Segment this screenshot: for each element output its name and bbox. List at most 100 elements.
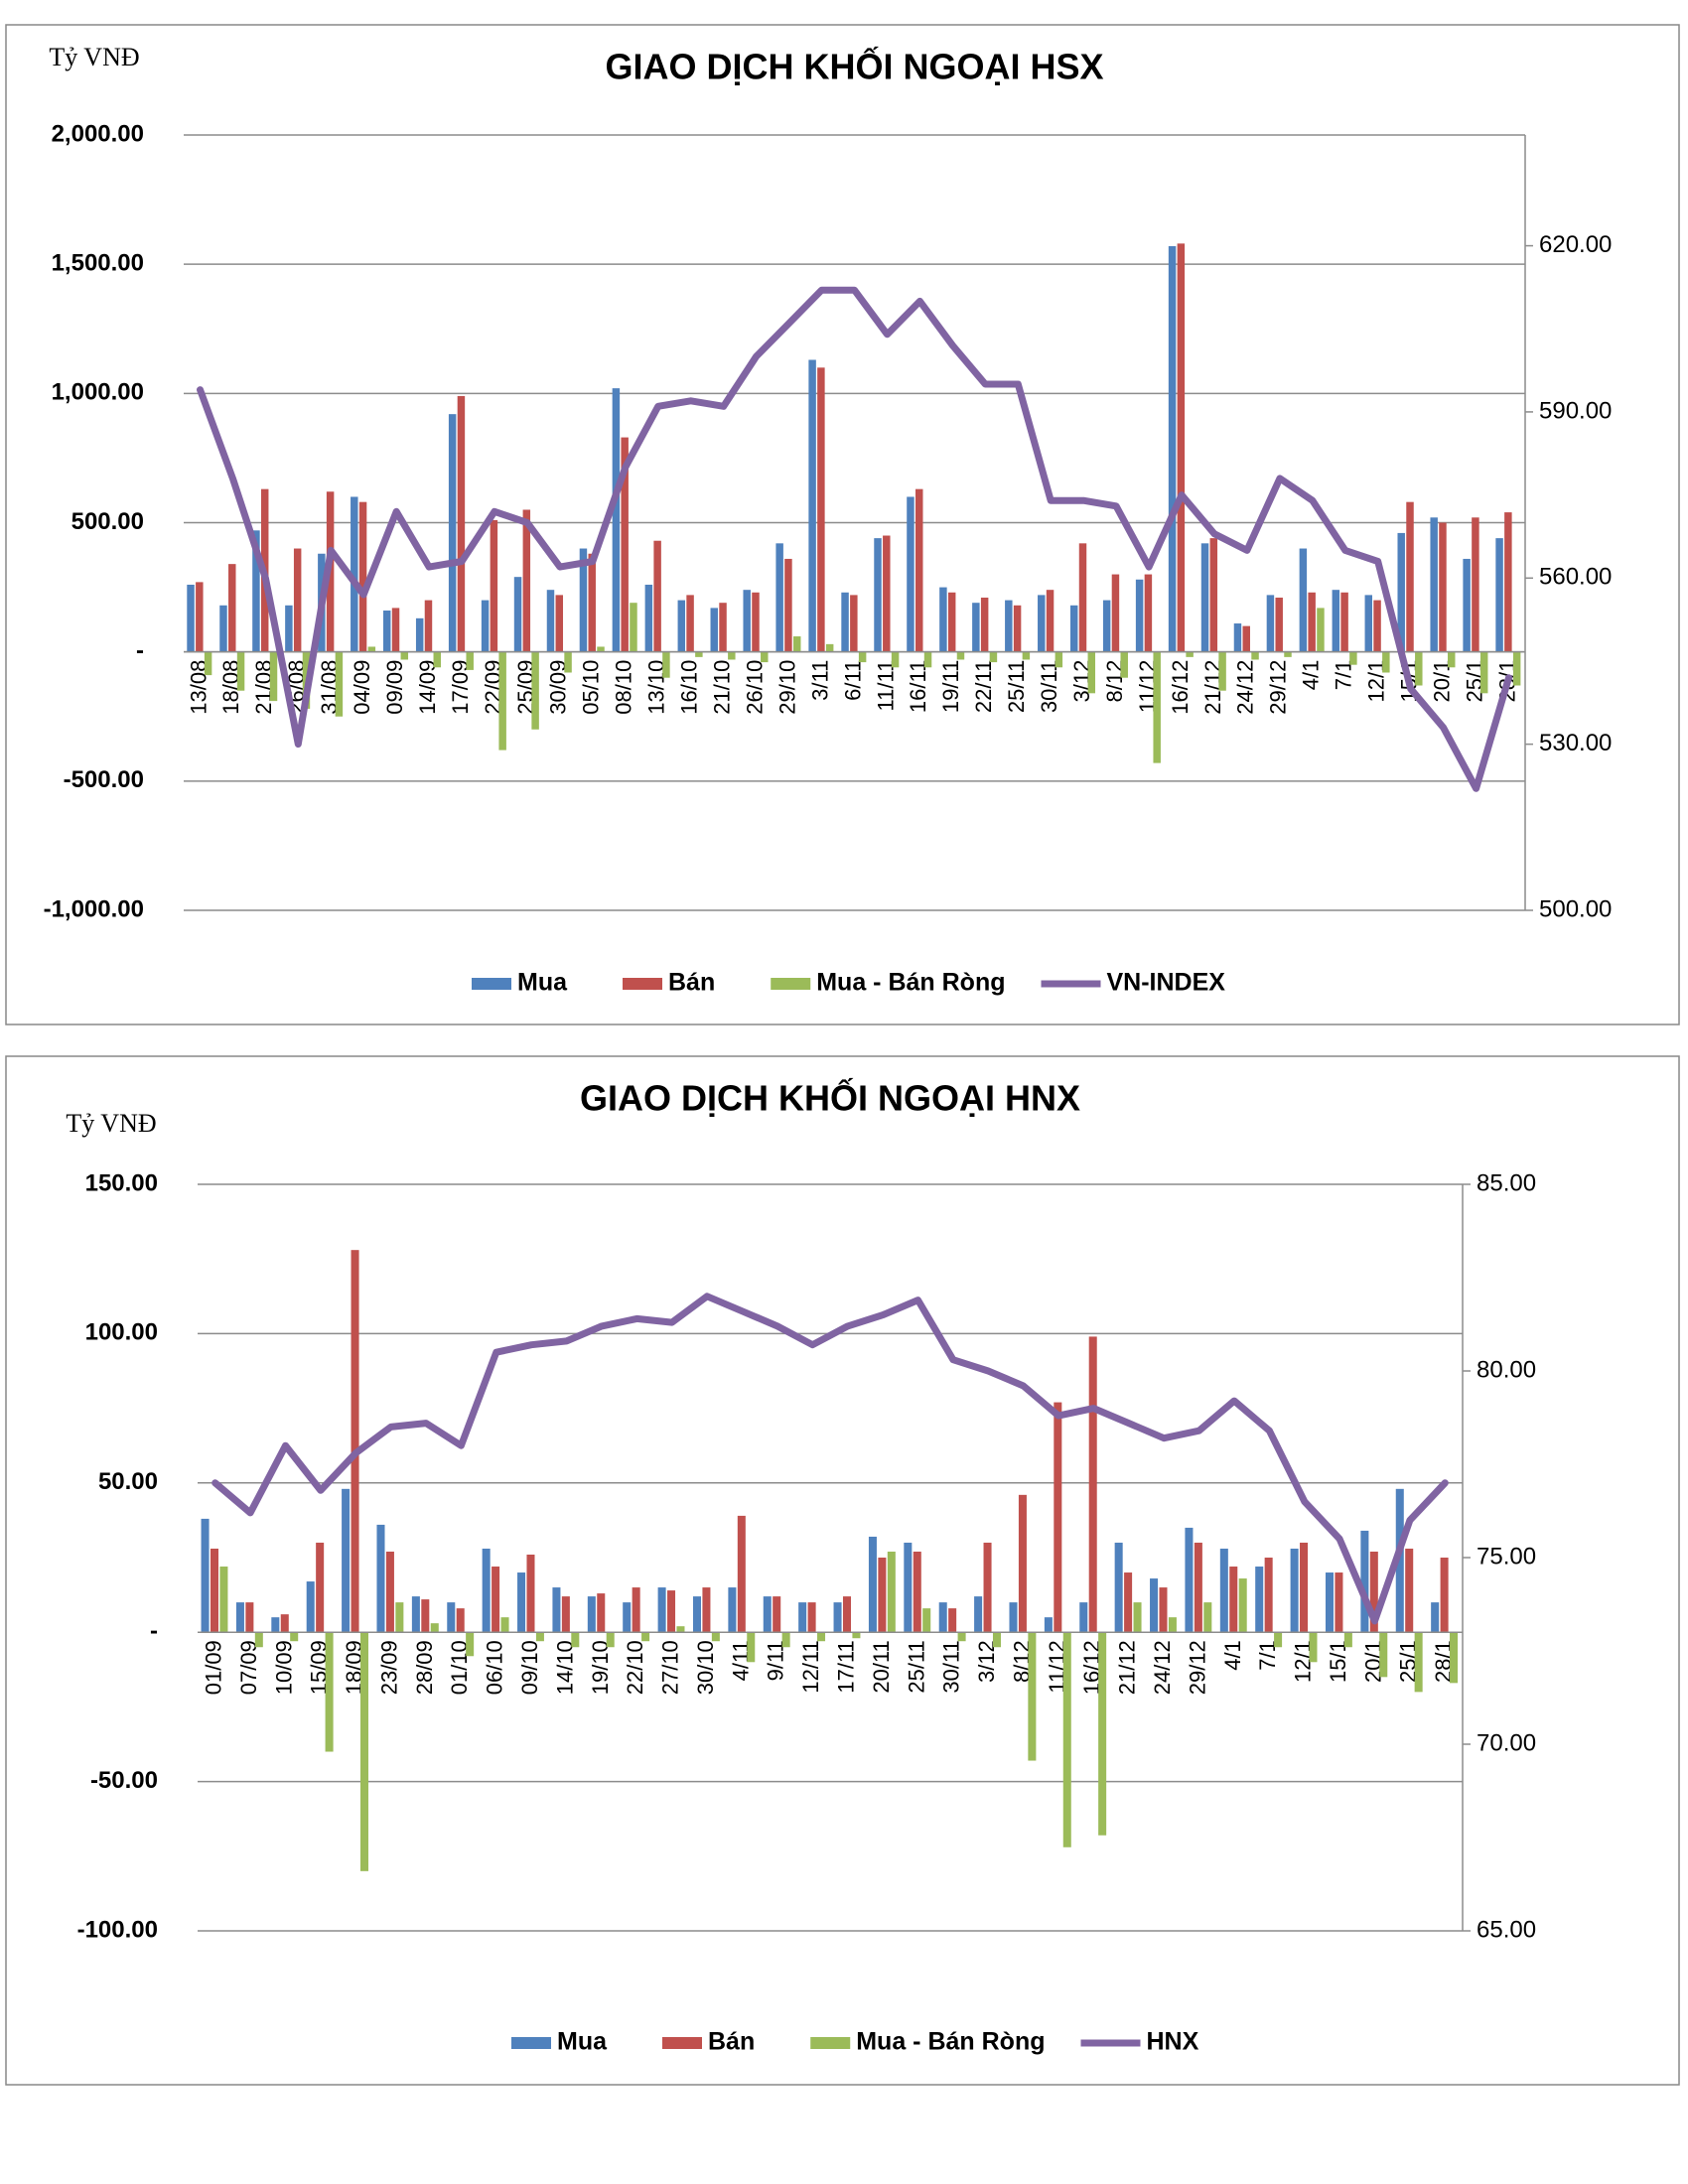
x-tick-label: 14/09 xyxy=(415,660,440,715)
x-tick-label: 04/09 xyxy=(350,660,374,715)
y2-tick-label: 80.00 xyxy=(1477,1356,1536,1383)
bar xyxy=(833,1602,842,1633)
bar xyxy=(1135,579,1144,652)
bar xyxy=(1309,1632,1318,1663)
x-tick-label: 24/12 xyxy=(1150,1640,1175,1695)
bar xyxy=(728,1587,737,1633)
bar xyxy=(1343,1632,1352,1648)
bar xyxy=(290,1632,299,1642)
bar xyxy=(1479,651,1488,694)
bar xyxy=(588,553,596,652)
bar xyxy=(1177,243,1186,652)
x-tick-label: 7/1 xyxy=(1332,660,1356,691)
bar xyxy=(466,651,474,670)
legend-label: Mua xyxy=(517,969,568,997)
bar xyxy=(1251,651,1259,660)
bar xyxy=(850,595,858,652)
bar xyxy=(825,643,834,652)
bar xyxy=(1200,543,1209,652)
chart-title: GIAO DỊCH KHỐI NGOẠI HNX xyxy=(580,1077,1080,1119)
x-tick-label: 22/10 xyxy=(623,1640,647,1695)
bar xyxy=(983,1542,992,1633)
bar xyxy=(1087,651,1096,694)
bar xyxy=(653,540,661,652)
x-tick-label: 14/10 xyxy=(552,1640,577,1695)
bar xyxy=(1102,600,1111,652)
bar xyxy=(992,1632,1001,1648)
bar xyxy=(883,535,891,652)
bar xyxy=(878,1558,887,1633)
legend-label: Mua - Bán Ròng xyxy=(856,2028,1045,2056)
bar xyxy=(1144,574,1153,652)
bar xyxy=(667,1590,676,1633)
bar xyxy=(411,1596,420,1633)
bar xyxy=(597,646,605,652)
x-tick-label: 29/12 xyxy=(1185,1640,1209,1695)
bar xyxy=(1028,1632,1037,1761)
y2-tick-label: 590.00 xyxy=(1539,397,1612,424)
bar xyxy=(351,496,358,652)
bar xyxy=(781,1632,790,1648)
bar xyxy=(784,558,792,652)
bar xyxy=(1153,651,1161,763)
bar xyxy=(1364,595,1373,652)
y-tick-label: - xyxy=(136,637,144,664)
bar xyxy=(974,1596,983,1633)
x-tick-label: 06/10 xyxy=(483,1640,507,1695)
bar xyxy=(1120,651,1128,678)
bar xyxy=(939,587,947,652)
bar xyxy=(980,597,989,652)
bar xyxy=(1472,517,1479,652)
bar xyxy=(1448,651,1456,668)
bar xyxy=(1219,1548,1228,1633)
x-tick-label: 30/11 xyxy=(939,1640,964,1693)
x-tick-label: 08/10 xyxy=(612,660,636,715)
bar xyxy=(1414,1632,1423,1693)
bar xyxy=(1264,1558,1273,1633)
bar xyxy=(662,651,670,678)
bar xyxy=(1325,1572,1335,1633)
bar xyxy=(1349,651,1357,665)
bar xyxy=(644,584,653,652)
bar xyxy=(1054,1402,1062,1633)
y2-tick-label: 560.00 xyxy=(1539,564,1612,591)
bar xyxy=(852,1632,861,1639)
bar xyxy=(623,1602,632,1633)
bar xyxy=(947,592,956,652)
bar xyxy=(972,603,980,652)
y2-tick-label: 500.00 xyxy=(1539,895,1612,922)
bar xyxy=(915,488,923,652)
bar xyxy=(1038,595,1046,652)
bar xyxy=(526,1554,535,1633)
bar xyxy=(385,1551,394,1633)
bar xyxy=(1013,605,1022,652)
bar xyxy=(1079,1602,1088,1633)
bar xyxy=(1360,1530,1369,1633)
bar xyxy=(711,1632,720,1642)
bar xyxy=(383,611,391,652)
bar xyxy=(415,617,424,652)
bar xyxy=(555,595,564,652)
bar xyxy=(1062,1632,1071,1847)
x-tick-label: 25/11 xyxy=(1004,660,1029,713)
bar xyxy=(466,1632,475,1657)
bar xyxy=(201,1518,210,1633)
bar xyxy=(1124,1572,1133,1633)
bar xyxy=(367,646,376,652)
bar xyxy=(1229,1567,1238,1633)
y-tick-label: 2,000.00 xyxy=(52,120,144,147)
bar xyxy=(1209,538,1218,652)
bar xyxy=(1069,605,1078,652)
y-tick-label: -50.00 xyxy=(90,1767,158,1794)
legend-swatch xyxy=(662,2037,702,2049)
y-axis-label: Tỷ VNĐ xyxy=(49,43,139,71)
bar xyxy=(280,1614,289,1633)
bar xyxy=(1168,1617,1177,1633)
bar xyxy=(1009,1602,1018,1633)
bar xyxy=(1150,1578,1159,1633)
bar xyxy=(482,1548,491,1633)
bar xyxy=(187,584,195,652)
y-tick-label: 500.00 xyxy=(71,508,144,535)
bar xyxy=(293,548,302,652)
y-tick-label: -1,000.00 xyxy=(44,895,144,922)
